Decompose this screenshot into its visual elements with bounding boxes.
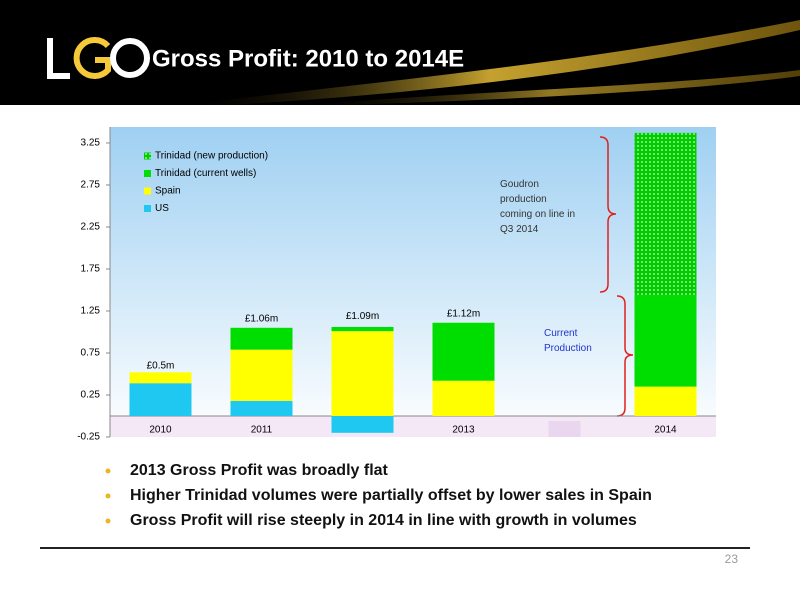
page-number: 23 [725, 552, 739, 566]
bar-segment [331, 331, 394, 416]
bar-segment [129, 383, 192, 416]
annotation-line: Current [544, 328, 578, 339]
bar-segment [230, 349, 293, 401]
axis-band [110, 416, 716, 437]
annotation-line: Goudron [500, 179, 539, 190]
bullet-dot [105, 468, 111, 474]
annotation-line: production [500, 194, 547, 205]
legend-swatch [144, 152, 151, 160]
legend-label: Trinidad (current wells) [155, 168, 256, 179]
empty-category [548, 421, 581, 437]
y-tick-label: 1.25 [81, 306, 101, 317]
bullet-text: Gross Profit will rise steeply in 2014 i… [130, 512, 637, 529]
bar-segment [230, 327, 293, 350]
bar-segment [432, 380, 495, 416]
header-streak [300, 70, 800, 105]
y-tick-label: 3.25 [81, 138, 101, 149]
value-label: £1.12m [447, 309, 480, 320]
annotation-line: coming on line in [500, 209, 575, 220]
bullet-dot [105, 493, 111, 499]
value-label: £1.09m [346, 311, 379, 322]
x-tick-label: 2011 [251, 425, 273, 436]
value-label: £0.5m [147, 361, 175, 372]
annotation: Goudron production coming on line in Q3 201… [500, 179, 575, 235]
legend-swatch [144, 187, 151, 195]
bullet-text: 2013 Gross Profit was broadly flat [130, 462, 389, 479]
plot-area [110, 127, 716, 437]
bar-segment [331, 415, 394, 433]
y-tick-label: -0.25 [77, 432, 100, 443]
bar-segment [230, 400, 293, 416]
x-tick-label: 2010 [149, 425, 172, 436]
y-tick-label: 2.25 [81, 222, 101, 233]
y-tick-label: 1.75 [81, 264, 101, 275]
bar-segment [634, 295, 697, 387]
bar-segment [634, 386, 697, 416]
y-tick-label: 2.75 [81, 180, 101, 191]
bar-segment [432, 322, 495, 381]
annotation-line: Q3 2014 [500, 224, 539, 235]
legend-label: Trinidad (new production) [155, 151, 268, 162]
brace [599, 136, 634, 417]
y-tick-label: 0.25 [81, 390, 101, 401]
bar-segment [129, 372, 192, 384]
bar-segment [331, 326, 394, 332]
legend-label: Spain [155, 186, 181, 197]
legend-label: US [155, 203, 169, 214]
x-tick-label: 2014 [654, 425, 677, 436]
bar-segment [634, 132, 697, 296]
bullet-dot [105, 518, 111, 524]
value-label: £1.06m [245, 314, 278, 325]
annotation: Current Production [544, 328, 592, 354]
legend-swatch [144, 205, 151, 212]
legend-swatch [144, 170, 151, 177]
y-tick-label: 0.75 [81, 348, 101, 359]
logo [47, 37, 150, 79]
slide-title: Gross Profit: 2010 to 2014E [152, 45, 464, 72]
bullet-text: Higher Trinidad volumes were partially o… [130, 487, 652, 504]
annotation-line: Production [544, 343, 592, 354]
x-tick-label: 2013 [452, 425, 475, 436]
